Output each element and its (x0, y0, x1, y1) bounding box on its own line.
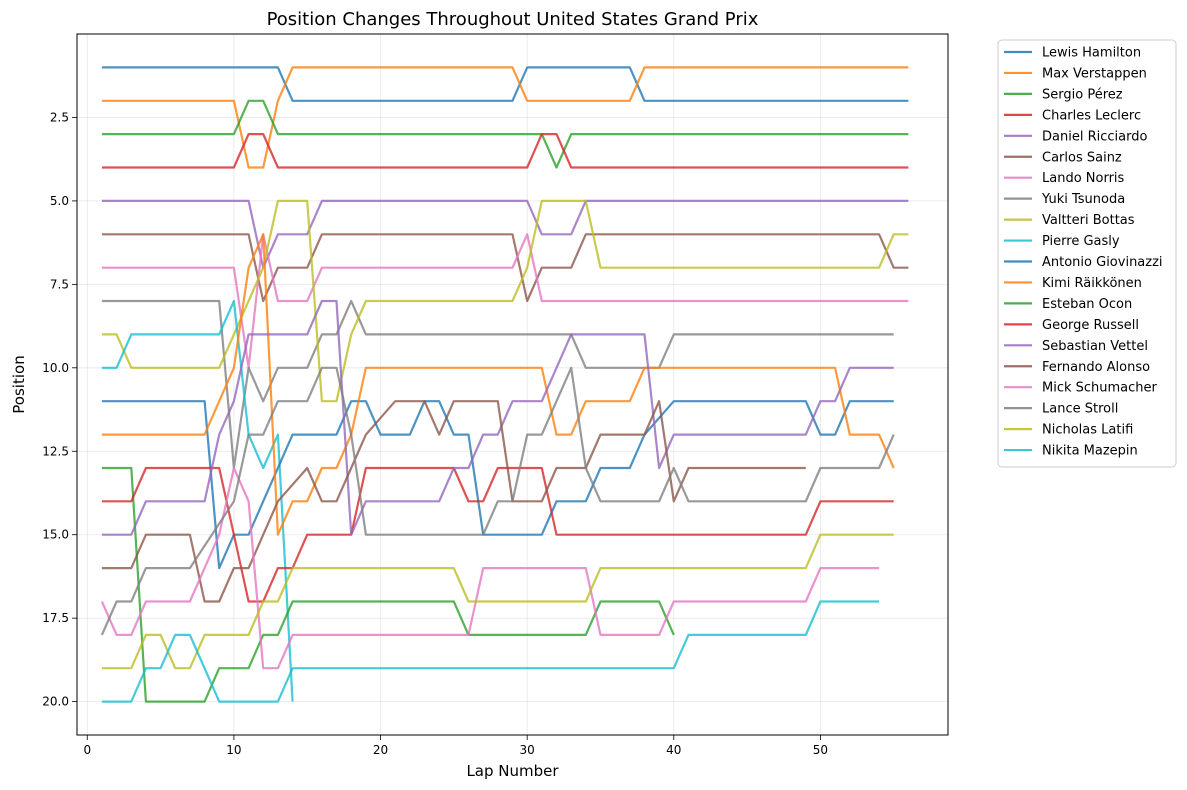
legend-label: Valtteri Bottas (1042, 213, 1135, 228)
legend-label: Antonio Giovinazzi (1042, 255, 1163, 270)
legend: Lewis Hamilton Max Verstappen Sergio Pérez… (997, 39, 1177, 468)
x-axis: 0 10 20 30 40 50 (83, 735, 828, 757)
x-tick-label: 40 (666, 743, 681, 757)
x-tick-label: 10 (226, 743, 241, 757)
series-line-nikita-mazepin (101, 600, 880, 703)
legend-label: Carlos Sainz (1042, 150, 1122, 165)
legend-label: Fernando Alonso (1042, 360, 1150, 375)
series-line-esteban-ocon (101, 466, 675, 703)
series-lines (100, 66, 909, 703)
y-tick-label: 7.5 (50, 277, 69, 291)
series-line-mick-schumacher (100, 466, 880, 670)
chart-title: Position Changes Throughout United State… (267, 9, 759, 30)
y-axis-label: Position (10, 355, 28, 413)
y-tick-label: 20.0 (42, 695, 69, 709)
grid (77, 34, 948, 735)
series-line-kimi-r-ikk-nen (101, 233, 895, 536)
legend-label: Mick Schumacher (1042, 381, 1158, 396)
series-line-yuki-tsunoda (101, 299, 894, 470)
x-axis-label: Lap Number (466, 762, 559, 780)
legend-label: Kimi Räikkönen (1042, 276, 1142, 291)
x-tick-label: 0 (83, 743, 91, 757)
series-line-charles-leclerc (101, 133, 909, 169)
legend-label: Esteban Ocon (1042, 297, 1132, 312)
series-line-antonio-giovinazzi (101, 400, 894, 570)
legend-label: Nicholas Latifi (1042, 423, 1133, 438)
legend-label: Sergio Pérez (1042, 87, 1123, 102)
series-line-valtteri-bottas (101, 199, 909, 403)
y-tick-label: 2.5 (50, 110, 69, 124)
legend-label: Nikita Mazepin (1042, 444, 1138, 459)
y-axis: 2.5 5.0 7.5 10.0 12.5 15.0 17.5 20.0 (42, 110, 77, 709)
series-line-sebastian-vettel (101, 299, 894, 536)
y-tick-label: 10.0 (42, 361, 69, 375)
legend-label: Lance Stroll (1042, 402, 1118, 417)
series-line-sergio-p-rez (101, 99, 909, 169)
plot-frame (76, 33, 949, 736)
y-tick-label: 17.5 (42, 611, 69, 625)
series-line-nicholas-latifi (101, 533, 894, 670)
y-tick-label: 12.5 (42, 444, 69, 458)
legend-label: Sebastian Vettel (1042, 339, 1148, 354)
series-line-fernando-alonso (101, 400, 806, 603)
legend-label: George Russell (1042, 318, 1139, 333)
series-line-lance-stroll (100, 366, 895, 636)
legend-box (997, 39, 1177, 468)
legend-label: Lewis Hamilton (1042, 46, 1141, 61)
y-tick-label: 5.0 (50, 194, 69, 208)
legend-label: Daniel Ricciardo (1042, 129, 1147, 144)
legend-label: Charles Leclerc (1042, 108, 1141, 123)
y-tick-label: 15.0 (42, 528, 69, 542)
legend-label: Yuki Tsunoda (1041, 192, 1125, 207)
legend-label: Lando Norris (1042, 171, 1125, 186)
x-tick-label: 30 (520, 743, 535, 757)
series-line-lando-norris (101, 233, 909, 369)
series-line-lewis-hamilton (101, 66, 909, 102)
legend-label: Pierre Gasly (1042, 234, 1120, 249)
x-tick-label: 20 (373, 743, 388, 757)
legend-label: Max Verstappen (1042, 66, 1147, 81)
x-tick-label: 50 (813, 743, 828, 757)
